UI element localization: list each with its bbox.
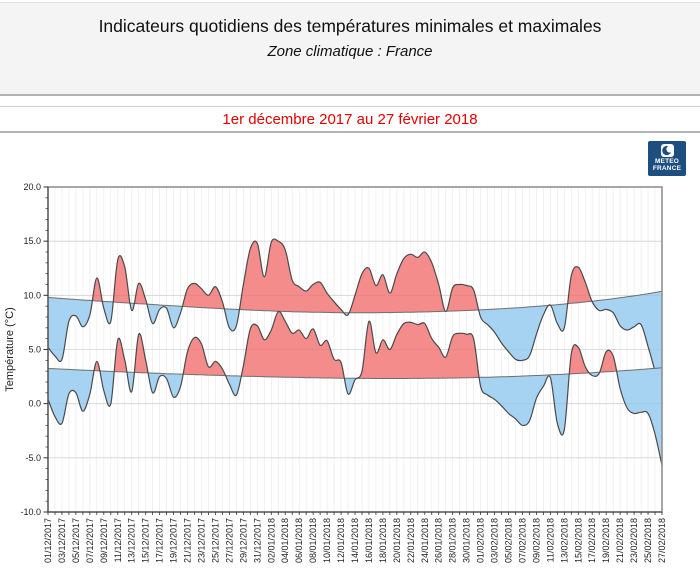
temperature-chart-svg: -10.0 -5.0 0.0 5.0 10.0 15.0 20.0 01/12/2017 03/… xyxy=(4,182,667,563)
svg-text:30/01/2018: 30/01/2018 xyxy=(462,518,472,563)
svg-text:07/12/2017: 07/12/2017 xyxy=(85,518,95,563)
svg-text:16/01/2018: 16/01/2018 xyxy=(364,518,374,563)
svg-text:21/12/2017: 21/12/2017 xyxy=(183,518,193,563)
svg-text:11/02/2018: 11/02/2018 xyxy=(545,518,555,562)
svg-text:15/12/2017: 15/12/2017 xyxy=(141,518,151,563)
svg-text:10.0: 10.0 xyxy=(23,290,41,300)
svg-text:06/01/2018: 06/01/2018 xyxy=(294,518,304,563)
svg-text:-10.0: -10.0 xyxy=(20,507,41,517)
svg-text:18/01/2018: 18/01/2018 xyxy=(378,518,388,563)
svg-text:25/12/2017: 25/12/2017 xyxy=(210,518,220,563)
svg-text:15.0: 15.0 xyxy=(23,236,41,246)
svg-text:11/12/2017: 11/12/2017 xyxy=(113,518,123,562)
svg-text:27/02/2018: 27/02/2018 xyxy=(657,518,667,563)
svg-text:19/02/2018: 19/02/2018 xyxy=(601,518,611,563)
svg-text:17/12/2017: 17/12/2017 xyxy=(155,518,165,563)
svg-text:03/02/2018: 03/02/2018 xyxy=(490,518,500,563)
svg-text:19/12/2017: 19/12/2017 xyxy=(169,518,179,563)
min-band xyxy=(48,310,662,466)
svg-text:20/01/2018: 20/01/2018 xyxy=(392,518,402,563)
svg-text:09/12/2017: 09/12/2017 xyxy=(99,518,109,563)
svg-text:21/02/2018: 21/02/2018 xyxy=(615,518,625,563)
svg-text:20.0: 20.0 xyxy=(23,182,41,192)
y-axis-title: Température (°C) xyxy=(4,307,16,391)
crescent-moon-icon xyxy=(660,144,674,157)
svg-text:02/01/2018: 02/01/2018 xyxy=(266,518,276,563)
svg-text:-5.0: -5.0 xyxy=(25,453,41,463)
svg-text:24/01/2018: 24/01/2018 xyxy=(420,518,430,563)
svg-text:23/02/2018: 23/02/2018 xyxy=(629,518,639,563)
svg-text:12/01/2018: 12/01/2018 xyxy=(336,518,346,563)
page-title: Indicateurs quotidiens des températures … xyxy=(98,16,602,36)
svg-text:28/01/2018: 28/01/2018 xyxy=(448,518,458,563)
y-axis-labels: -10.0 -5.0 0.0 5.0 10.0 15.0 20.0 xyxy=(20,182,41,517)
svg-text:27/12/2017: 27/12/2017 xyxy=(224,518,234,563)
period-banner: 1er décembre 2017 au 27 février 2018 xyxy=(0,106,700,133)
svg-text:07/02/2018: 07/02/2018 xyxy=(517,518,527,563)
svg-text:05/12/2017: 05/12/2017 xyxy=(71,518,81,563)
x-axis-labels: 01/12/2017 03/12/2017 05/12/2017 07/12/2017… xyxy=(43,518,667,563)
logo-line1: METEO xyxy=(654,158,680,165)
logo-line2: FRANCE xyxy=(652,165,682,172)
svg-text:15/02/2018: 15/02/2018 xyxy=(573,518,583,563)
svg-text:5.0: 5.0 xyxy=(28,345,41,355)
svg-text:05/02/2018: 05/02/2018 xyxy=(504,518,514,563)
svg-text:22/01/2018: 22/01/2018 xyxy=(406,518,416,563)
svg-text:26/01/2018: 26/01/2018 xyxy=(434,518,444,563)
svg-text:13/02/2018: 13/02/2018 xyxy=(559,518,569,563)
svg-text:23/12/2017: 23/12/2017 xyxy=(197,518,207,563)
svg-text:29/12/2017: 29/12/2017 xyxy=(238,518,248,563)
svg-text:04/01/2018: 04/01/2018 xyxy=(280,518,290,563)
svg-text:03/12/2017: 03/12/2017 xyxy=(57,518,67,563)
svg-text:10/01/2018: 10/01/2018 xyxy=(322,518,332,563)
period-text: 1er décembre 2017 au 27 février 2018 xyxy=(222,110,478,128)
meteo-france-logo: METEO FRANCE xyxy=(648,141,686,176)
svg-text:25/02/2018: 25/02/2018 xyxy=(643,518,653,563)
svg-text:31/12/2017: 31/12/2017 xyxy=(252,518,262,563)
svg-text:09/02/2018: 09/02/2018 xyxy=(531,518,541,563)
temperature-chart: -10.0 -5.0 0.0 5.0 10.0 15.0 20.0 01/12/2017 03/… xyxy=(0,180,700,573)
svg-text:01/12/2017: 01/12/2017 xyxy=(43,518,53,563)
svg-text:0.0: 0.0 xyxy=(28,399,41,409)
svg-text:14/01/2018: 14/01/2018 xyxy=(350,518,360,563)
svg-text:13/12/2017: 13/12/2017 xyxy=(127,518,137,563)
svg-text:01/02/2018: 01/02/2018 xyxy=(476,518,486,563)
page-subtitle: Zone climatique : France xyxy=(267,43,433,60)
report-header: Indicateurs quotidiens des températures … xyxy=(0,2,700,96)
max-band xyxy=(48,238,662,397)
axis-ticks xyxy=(43,186,663,515)
svg-text:17/02/2018: 17/02/2018 xyxy=(587,518,597,563)
svg-text:08/01/2018: 08/01/2018 xyxy=(308,518,318,563)
